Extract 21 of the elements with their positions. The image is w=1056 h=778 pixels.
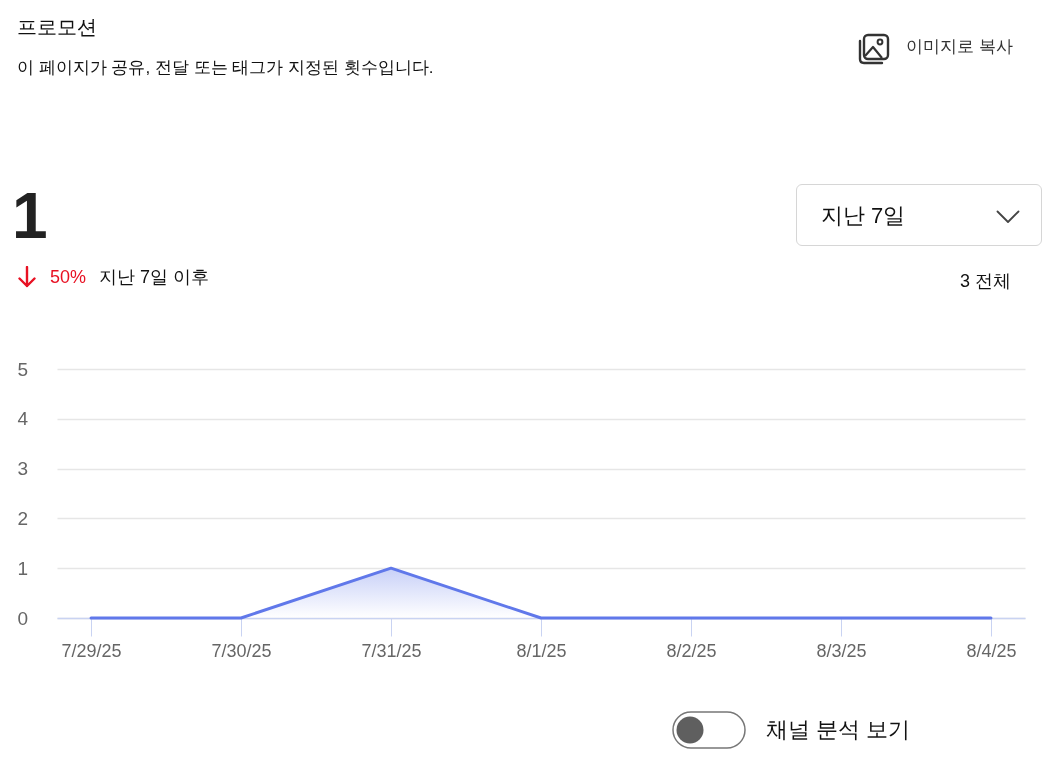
- text: 3 전체: [959, 270, 1011, 293]
- chart-subtitle: 이 페이지가 공유, 전달 또는 태그가 지정된 횟수입니다.: [17, 57, 434, 79]
- x-tick-label: 7/29/25: [61, 640, 122, 661]
- x-tick-label: 8/1/25: [516, 640, 567, 661]
- text: 지난 7일 이후: [99, 266, 210, 289]
- x-tick-label: 8/3/25: [816, 640, 867, 661]
- x-tick-label: 8/4/25: [966, 640, 1017, 661]
- text: 50%: [50, 266, 87, 289]
- y-tick-label: 3: [17, 458, 29, 480]
- x-tick-label: 7/31/25: [361, 640, 422, 661]
- dropdown: 지난 7일: [796, 184, 1042, 246]
- y-tick-label: 0: [17, 607, 29, 629]
- x-tick-label: 8/2/25: [666, 640, 717, 661]
- y-tick-label: 1: [17, 557, 29, 579]
- y-tick-label: 5: [17, 358, 29, 380]
- x-tick-label: 7/30/25: [211, 640, 272, 661]
- chart-title: 프로모션: [17, 15, 97, 40]
- y-tick-label: 4: [17, 408, 29, 430]
- y-tick-label: 2: [17, 507, 29, 529]
- text: 이미지로 복사: [906, 36, 1013, 58]
- text: 채널 분석 보기: [766, 716, 911, 744]
